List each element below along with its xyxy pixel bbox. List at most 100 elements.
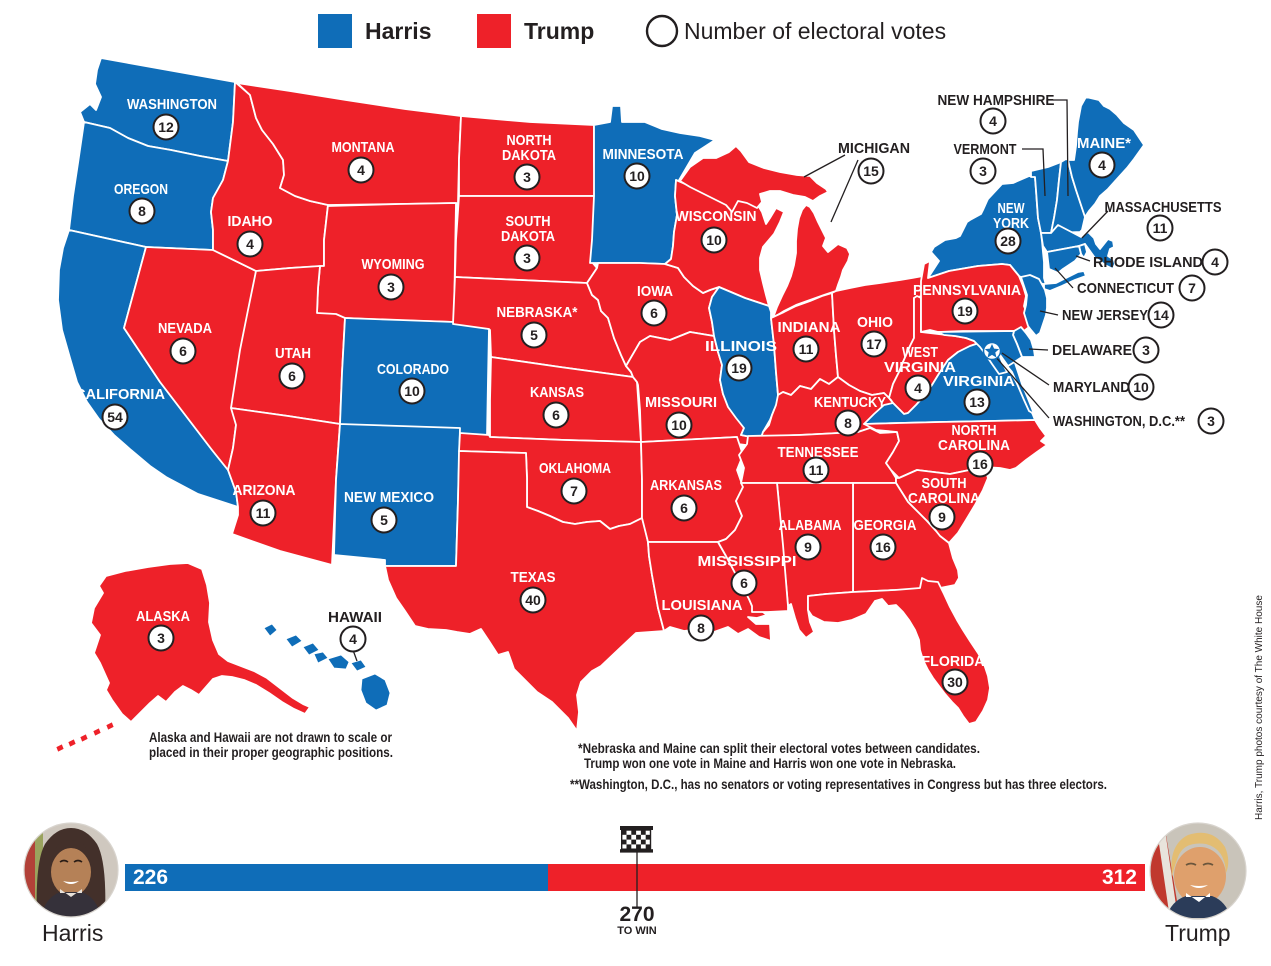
svg-text:16: 16 — [972, 456, 988, 472]
svg-text:4: 4 — [246, 236, 254, 252]
svg-text:3: 3 — [1207, 413, 1215, 429]
svg-text:10: 10 — [404, 383, 420, 399]
svg-text:10: 10 — [1133, 379, 1149, 395]
svg-text:KENTUCKY: KENTUCKY — [814, 394, 886, 411]
svg-text:6: 6 — [179, 343, 187, 359]
svg-text:Trump won one vote in Maine an: Trump won one vote in Maine and Harris w… — [584, 756, 956, 771]
svg-text:IOWA: IOWA — [637, 283, 673, 300]
svg-text:WISCONSIN: WISCONSIN — [676, 208, 757, 225]
svg-text:WASHINGTON, D.C.**: WASHINGTON, D.C.** — [1053, 413, 1185, 430]
svg-text:40: 40 — [525, 592, 541, 608]
svg-text:5: 5 — [380, 512, 388, 528]
svg-text:placed in their proper geograp: placed in their proper geographic positi… — [149, 745, 393, 760]
svg-text:RHODE ISLAND: RHODE ISLAND — [1093, 254, 1203, 271]
svg-text:VERMONT: VERMONT — [954, 141, 1017, 158]
svg-text:3: 3 — [387, 279, 395, 295]
svg-text:DELAWARE: DELAWARE — [1052, 342, 1132, 359]
svg-text:4: 4 — [989, 113, 997, 129]
svg-text:11: 11 — [799, 341, 814, 357]
svg-text:IDAHO: IDAHO — [228, 213, 273, 230]
svg-text:ARKANSAS: ARKANSAS — [650, 477, 722, 494]
svg-text:VIRGINIA: VIRGINIA — [943, 373, 1015, 390]
svg-text:8: 8 — [138, 203, 146, 219]
svg-text:MAINE*: MAINE* — [1077, 135, 1131, 152]
svg-text:3: 3 — [523, 250, 531, 266]
svg-text:OKLAHOMA: OKLAHOMA — [539, 460, 611, 477]
svg-text:14: 14 — [1153, 307, 1169, 323]
svg-text:NORTH: NORTH — [507, 132, 552, 149]
svg-text:8: 8 — [844, 415, 852, 431]
svg-text:FLORIDA: FLORIDA — [922, 653, 985, 670]
svg-text:7: 7 — [570, 483, 578, 499]
svg-text:WYOMING: WYOMING — [362, 256, 425, 273]
svg-text:NEW JERSEY: NEW JERSEY — [1062, 307, 1148, 324]
svg-text:SOUTH: SOUTH — [506, 213, 551, 230]
svg-text:6: 6 — [740, 575, 748, 591]
svg-text:ILLINOIS: ILLINOIS — [705, 338, 777, 355]
svg-text:15: 15 — [863, 163, 879, 179]
svg-text:WASHINGTON: WASHINGTON — [127, 96, 217, 113]
svg-text:17: 17 — [866, 336, 882, 352]
svg-text:270: 270 — [619, 903, 654, 926]
svg-text:NEVADA: NEVADA — [158, 320, 212, 337]
svg-text:Alaska and Hawaii are not draw: Alaska and Hawaii are not drawn to scale… — [149, 730, 393, 745]
svg-text:NEW MEXICO: NEW MEXICO — [344, 489, 434, 506]
svg-text:10: 10 — [629, 168, 645, 184]
svg-text:19: 19 — [957, 303, 973, 319]
svg-text:MONTANA: MONTANA — [332, 139, 395, 156]
svg-text:TO WIN: TO WIN — [617, 925, 657, 937]
svg-text:11: 11 — [1153, 220, 1168, 236]
svg-text:54: 54 — [107, 409, 123, 425]
svg-text:4: 4 — [1098, 157, 1106, 173]
svg-text:4: 4 — [914, 380, 922, 396]
svg-text:13: 13 — [969, 394, 985, 410]
svg-text:10: 10 — [671, 417, 687, 433]
svg-text:NEW: NEW — [998, 200, 1026, 217]
svg-text:GEORGIA: GEORGIA — [854, 517, 917, 534]
svg-text:Number of electoral votes: Number of electoral votes — [684, 18, 946, 44]
svg-text:NORTH: NORTH — [952, 422, 997, 439]
svg-text:TEXAS: TEXAS — [511, 569, 556, 586]
svg-text:**Washington, D.C., has no sen: **Washington, D.C., has no senators or v… — [570, 777, 1107, 792]
svg-text:UTAH: UTAH — [275, 345, 311, 362]
svg-text:DAKOTA: DAKOTA — [501, 228, 555, 245]
svg-text:6: 6 — [650, 305, 658, 321]
svg-text:5: 5 — [530, 327, 538, 343]
svg-text:Trump: Trump — [1165, 920, 1231, 946]
svg-text:12: 12 — [158, 119, 174, 135]
svg-text:10: 10 — [706, 232, 722, 248]
svg-text:Harris, Trump photos courtesy: Harris, Trump photos courtesy of The Whi… — [1254, 595, 1265, 820]
svg-text:28: 28 — [1000, 233, 1016, 249]
svg-text:HAWAII: HAWAII — [328, 609, 382, 626]
svg-text:3: 3 — [1142, 342, 1150, 358]
svg-text:Trump: Trump — [524, 18, 594, 44]
svg-text:8: 8 — [697, 620, 705, 636]
svg-text:3: 3 — [523, 169, 531, 185]
svg-text:MINNESOTA: MINNESOTA — [603, 146, 684, 163]
svg-text:CONNECTICUT: CONNECTICUT — [1077, 280, 1174, 297]
svg-text:WEST: WEST — [902, 344, 938, 361]
svg-text:MARYLAND: MARYLAND — [1053, 379, 1130, 396]
svg-text:VIRGINIA: VIRGINIA — [884, 359, 956, 376]
svg-text:Harris: Harris — [42, 920, 103, 946]
svg-text:NEBRASKA*: NEBRASKA* — [497, 304, 578, 321]
svg-text:CAROLINA: CAROLINA — [938, 437, 1010, 454]
svg-text:MISSOURI: MISSOURI — [645, 394, 717, 411]
svg-text:9: 9 — [804, 539, 812, 555]
svg-text:226: 226 — [133, 866, 168, 889]
svg-text:19: 19 — [731, 360, 747, 376]
svg-text:312: 312 — [1102, 866, 1137, 889]
svg-text:3: 3 — [979, 163, 987, 179]
svg-text:ARIZONA: ARIZONA — [233, 482, 296, 499]
svg-text:CAROLINA: CAROLINA — [908, 490, 980, 507]
svg-text:7: 7 — [1188, 280, 1196, 296]
svg-text:SOUTH: SOUTH — [922, 475, 967, 492]
svg-text:PENNSYLVANIA: PENNSYLVANIA — [913, 282, 1021, 299]
svg-text:11: 11 — [809, 462, 824, 478]
svg-text:6: 6 — [680, 500, 688, 516]
svg-text:4: 4 — [349, 631, 357, 647]
svg-text:4: 4 — [357, 162, 365, 178]
svg-text:OHIO: OHIO — [857, 314, 893, 331]
svg-text:KANSAS: KANSAS — [530, 384, 584, 401]
svg-text:9: 9 — [938, 509, 946, 525]
